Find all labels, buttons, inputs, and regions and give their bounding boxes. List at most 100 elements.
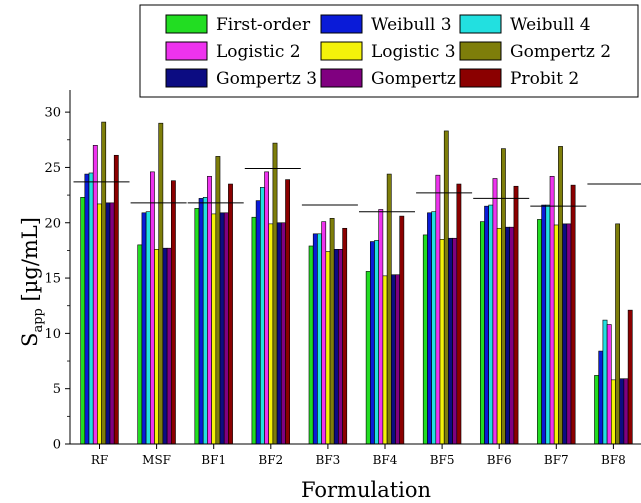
bar-gompertz-3-rf: [105, 202, 111, 445]
bar-gompertz-3-bf1: [219, 212, 225, 445]
bar-gompertz-2-bf2: [272, 142, 278, 445]
bar-probit-2-rf: [113, 154, 119, 445]
bar-logistic-2-bf3: [321, 221, 327, 445]
legend-box: [139, 4, 639, 98]
bar-probit-2-msf: [171, 180, 176, 445]
bar-gompertz-2-bf7: [558, 146, 563, 445]
bar-gompertz-2-bf8: [615, 223, 620, 445]
bar-gompertz-4-bf4: [395, 274, 400, 445]
bar-weibull-3-bf5: [427, 212, 432, 445]
x-tick-label-msf: MSF: [142, 453, 171, 467]
bar-logistic-3-bf3: [325, 251, 331, 445]
y-tick-label-0: 0: [53, 438, 61, 453]
legend-label-first-order: First-order: [216, 15, 311, 35]
bar-weibull-3-rf: [84, 173, 90, 445]
y-axis-title-units: [µg/mL]: [18, 217, 42, 308]
bar-weibull-4-bf6: [488, 204, 494, 445]
legend-swatch-weibull-4: [459, 14, 502, 34]
bar-logistic-2-msf: [150, 171, 155, 445]
bar-logistic-3-bf7: [553, 224, 559, 445]
legend-label-logistic-2: Logistic 2: [216, 42, 301, 62]
bar-weibull-4-bf8: [602, 319, 608, 445]
bar-first-order-bf2: [251, 216, 257, 445]
x-tick-label-rf: RF: [91, 453, 108, 467]
reference-lines: [73, 168, 641, 213]
bar-gompertz-4-msf: [166, 247, 172, 445]
legend-swatch-gompertz-3: [165, 68, 208, 88]
legend-swatch-gompertz-4: [320, 68, 363, 88]
y-tick-label-20: 20: [44, 216, 61, 231]
bar-weibull-3-bf1: [198, 198, 204, 445]
y-tick-label-30: 30: [44, 106, 61, 121]
bar-weibull-4-bf4: [374, 240, 379, 445]
y-axis-title: Sapp [µg/mL]: [18, 217, 46, 347]
bar-probit-2-bf3: [342, 227, 348, 445]
legend: First-order Weibull 3 Weibull 4 Logistic 2 L…: [139, 4, 639, 98]
bar-gompertz-2-bf5: [443, 130, 449, 445]
bar-logistic-2-bf6: [492, 178, 498, 445]
x-tick-label-bf6: BF6: [487, 453, 512, 467]
x-tick-label-bf8: BF8: [601, 453, 626, 467]
bar-gompertz-2-bf1: [215, 156, 221, 445]
x-tick-label-bf4: BF4: [373, 453, 398, 467]
bar-weibull-3-bf4: [369, 241, 375, 445]
y-tick-label-15: 15: [44, 272, 61, 287]
bar-gompertz-3-bf7: [562, 223, 568, 445]
y-tick-label-10: 10: [44, 327, 61, 342]
bar-probit-2-bf8: [627, 309, 633, 445]
bar-logistic-3-bf1: [211, 213, 217, 445]
legend-label-gompertz-3: Gompertz 3: [216, 69, 317, 89]
bar-probit-2-bf7: [570, 184, 576, 445]
legend-swatch-weibull-3: [320, 14, 363, 34]
bar-gompertz-3-bf4: [390, 274, 396, 445]
bar-logistic-3-bf8: [610, 379, 616, 445]
bar-first-order-bf8: [594, 375, 599, 445]
bar-probit-2-bf1: [228, 183, 233, 445]
bar-logistic-3-bf4: [382, 275, 388, 445]
bars-layer: [80, 121, 633, 445]
bar-gompertz-2-bf4: [386, 173, 392, 445]
bar-logistic-2-bf4: [378, 209, 384, 445]
bar-gompertz-4-bf7: [566, 223, 572, 445]
bar-first-order-bf6: [479, 221, 485, 445]
bar-probit-2-bf4: [399, 215, 405, 445]
bar-gompertz-4-bf2: [280, 222, 286, 445]
x-tick-label-bf1: BF1: [201, 453, 226, 467]
legend-swatch-first-order: [165, 14, 208, 34]
bar-weibull-4-bf1: [202, 197, 208, 445]
bar-gompertz-4-bf8: [623, 378, 629, 445]
bar-logistic-2-bf2: [264, 171, 269, 445]
bar-weibull-4-bf5: [431, 211, 437, 445]
x-tick-label-bf3: BF3: [316, 453, 341, 467]
y-axis-title-main: S: [18, 333, 42, 347]
bar-gompertz-4-bf5: [452, 237, 458, 445]
bar-gompertz-2-bf6: [500, 148, 506, 445]
bar-weibull-3-bf2: [255, 200, 261, 445]
legend-label-probit-2: Probit 2: [510, 69, 579, 89]
bar-gompertz-3-msf: [162, 247, 168, 445]
bar-first-order-bf7: [537, 219, 542, 445]
bar-weibull-3-bf7: [541, 204, 547, 445]
y-tick-label-5: 5: [53, 382, 61, 397]
bar-first-order-bf5: [422, 234, 428, 445]
bar-first-order-bf3: [308, 245, 314, 445]
bar-probit-2-bf5: [456, 183, 462, 445]
bar-probit-2-bf6: [513, 185, 519, 445]
bar-logistic-2-bf8: [606, 324, 612, 445]
legend-swatch-probit-2: [459, 68, 502, 88]
axes: 0 5 10 15 20 25 30 RF MSF BF1 BF2 BF3 BF4 BF5 BF6 BF7 BF…: [44, 90, 641, 467]
x-tick-label-bf5: BF5: [430, 453, 455, 467]
bar-gompertz-3-bf5: [448, 237, 453, 445]
bar-weibull-4-msf: [145, 211, 151, 445]
bar-first-order-bf4: [365, 271, 371, 445]
bar-logistic-3-bf2: [268, 223, 274, 445]
bar-logistic-2-bf5: [435, 174, 441, 445]
bar-weibull-4-bf7: [545, 204, 551, 445]
legend-label-gompertz-2: Gompertz 2: [510, 42, 611, 62]
y-tick-label-25: 25: [44, 161, 61, 176]
bar-logistic-2-bf7: [549, 175, 555, 445]
bar-logistic-3-bf5: [439, 239, 445, 445]
bar-weibull-3-bf6: [484, 205, 489, 445]
legend-label-weibull-3: Weibull 3: [371, 15, 452, 35]
legend-label-logistic-3: Logistic 3: [371, 42, 456, 62]
